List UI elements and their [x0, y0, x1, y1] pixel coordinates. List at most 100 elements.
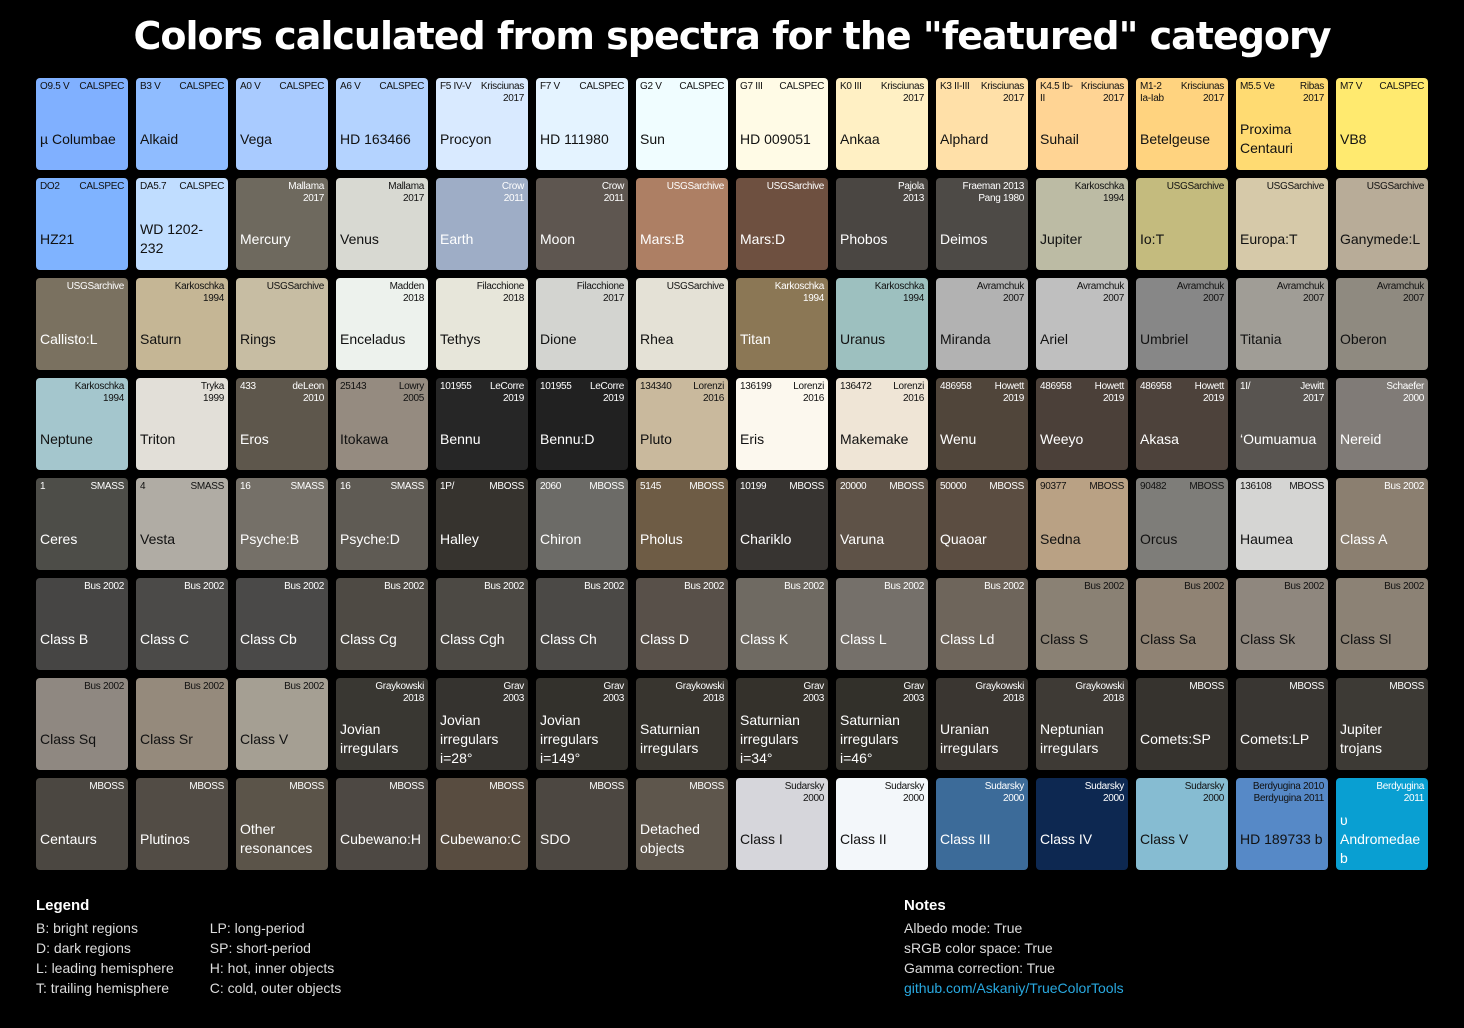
swatch-name: Io:T	[1140, 230, 1165, 247]
swatch-name: Saturnian irregulars i=46°	[840, 711, 900, 766]
swatch-name: Uranian irregulars	[940, 721, 999, 756]
color-swatch: G7 III CALSPEC HD 009051	[736, 78, 828, 170]
color-swatch: Bus 2002 Class Sq	[36, 678, 128, 770]
color-swatch: Filacchione 2018 Tethys	[436, 278, 528, 370]
notes-line: Albedo mode: True	[904, 920, 1023, 936]
swatch-source-label: CALSPEC	[579, 81, 624, 92]
color-swatch: Karkoschka 1994 Jupiter	[1036, 178, 1128, 270]
swatch-source-label: MBOSS	[89, 781, 124, 792]
swatch-name: Halley	[440, 530, 479, 547]
color-swatch: 136472 Lorenzi 2016 Makemake	[836, 378, 928, 470]
legend-item: L: leading hemisphere	[36, 960, 174, 976]
legend-title: Legend	[36, 897, 90, 914]
color-swatch: MBOSS SDO	[536, 778, 628, 870]
color-swatch: Bus 2002 Class S	[1036, 578, 1128, 670]
swatch-source-label: Graykowski 2018	[375, 681, 424, 704]
color-swatch: Graykowski 2018 Neptunian irregulars	[1036, 678, 1128, 770]
color-swatch: USGSarchive Io:T	[1136, 178, 1228, 270]
color-swatch: Bus 2002 Class Cb	[236, 578, 328, 670]
swatch-source-label: Madden 2018	[389, 281, 425, 304]
swatch-source-label: Crow 2011	[601, 181, 624, 204]
color-swatch: O9.5 V CALSPEC µ Columbae	[36, 78, 128, 170]
color-swatch: Bus 2002 Class Ch	[536, 578, 628, 670]
color-swatch: Graykowski 2018 Saturnian irregulars	[636, 678, 728, 770]
swatch-source-label: Karkoschka 1994	[774, 281, 825, 304]
swatch-name: Class K	[740, 630, 789, 647]
swatch-spectral-label: 136108	[1240, 481, 1272, 492]
swatch-source-label: Sudarsky 2000	[784, 781, 825, 804]
color-swatch: 1 SMASS Ceres	[36, 478, 128, 570]
swatch-source-label: Bus 2002	[684, 581, 724, 592]
swatch-name: Saturn	[140, 330, 182, 347]
color-swatch: B3 V CALSPEC Alkaid	[136, 78, 228, 170]
swatch-spectral-label: 1P/	[440, 481, 455, 492]
swatch-source-label: MBOSS	[289, 781, 324, 792]
color-swatch: 2060 MBOSS Chiron	[536, 478, 628, 570]
swatch-name: Uranus	[840, 330, 886, 347]
swatch-source-label: LeCorre 2019	[489, 381, 524, 404]
swatch-spectral-label: 90377	[1040, 481, 1067, 492]
swatch-name: Class Sa	[1140, 630, 1197, 647]
swatch-spectral-label: 10199	[740, 481, 767, 492]
swatch-name: Jovian irregulars i=28°	[440, 711, 499, 766]
color-swatch: G2 V CALSPEC Sun	[636, 78, 728, 170]
swatch-source-label: Avramchuk 2007	[1176, 281, 1224, 304]
color-swatch: Bus 2002 Class Sl	[1336, 578, 1428, 670]
swatch-spectral-label: M5.5 Ve	[1240, 81, 1275, 92]
swatch-name: Miranda	[940, 330, 991, 347]
swatch-source-label: Pajola 2013	[898, 181, 924, 204]
color-swatch: Karkoschka 1994 Titan	[736, 278, 828, 370]
legend-column-2: LP: long-period SP: short-period H: hot,…	[210, 918, 342, 998]
swatch-source-label: SMASS	[190, 481, 224, 492]
legend-item: B: bright regions	[36, 920, 138, 936]
swatch-source-label: Krisciunas 2017	[1180, 81, 1224, 104]
swatch-spectral-label: 50000	[940, 481, 967, 492]
color-swatch: MBOSS Jupiter trojans	[1336, 678, 1428, 770]
swatch-source-label: Sudarsky 2000	[984, 781, 1025, 804]
swatch-name: Titania	[1240, 330, 1282, 347]
swatch-name: Class Ch	[540, 630, 597, 647]
swatch-name: Class L	[840, 630, 887, 647]
swatch-name: Saturnian irregulars	[640, 721, 700, 756]
color-swatch: Avramchuk 2007 Titania	[1236, 278, 1328, 370]
color-swatch: Graykowski 2018 Uranian irregulars	[936, 678, 1028, 770]
swatch-source-label: MBOSS	[1389, 681, 1424, 692]
swatch-name: Procyon	[440, 130, 492, 147]
legend: Legend B: bright regions D: dark regions…	[36, 897, 341, 998]
repository-link[interactable]: github.com/Askaniy/TrueColorTools	[904, 980, 1124, 996]
color-swatch: USGSarchive Europa:T	[1236, 178, 1328, 270]
swatch-source-label: Jewitt 2017	[1300, 381, 1324, 404]
swatch-source-label: Bus 2002	[1284, 581, 1324, 592]
swatch-source-label: Sudarsky 2000	[884, 781, 925, 804]
swatch-source-label: Bus 2002	[84, 581, 124, 592]
swatch-source-label: SMASS	[290, 481, 324, 492]
swatch-spectral-label: 1I/	[1240, 381, 1251, 392]
color-swatch: M1-2 Ia-Iab Krisciunas 2017 Betelgeuse	[1136, 78, 1228, 170]
swatch-name: Bennu	[440, 430, 481, 447]
swatch-name: Proxima Centauri	[1240, 121, 1293, 156]
swatch-spectral-label: 1	[40, 481, 46, 492]
swatch-spectral-label: B3 V	[140, 81, 161, 92]
swatch-source-label: Avramchuk 2007	[976, 281, 1024, 304]
swatch-source-label: USGSarchive	[666, 181, 725, 192]
swatch-name: Neptunian irregulars	[1040, 721, 1104, 756]
color-swatch: Grav 2003 Jovian irregulars i=149°	[536, 678, 628, 770]
color-swatch: USGSarchive Rings	[236, 278, 328, 370]
swatch-name: Orcus	[1140, 530, 1178, 547]
color-swatch: 25143 Lowry 2005 Itokawa	[336, 378, 428, 470]
color-swatch: MBOSS Comets:SP	[1136, 678, 1228, 770]
color-swatch: Fraeman 2013 Pang 1980 Deimos	[936, 178, 1028, 270]
swatch-source-label: CALSPEC	[79, 81, 124, 92]
swatch-name: HD 009051	[740, 130, 811, 147]
swatch-name: Jupiter	[1040, 230, 1083, 247]
swatch-source-label: MBOSS	[689, 481, 724, 492]
swatch-name: Class Cb	[240, 630, 297, 647]
color-swatch: MBOSS Other resonances	[236, 778, 328, 870]
swatch-source-label: Bus 2002	[184, 581, 224, 592]
swatch-name: Ganymede:L	[1340, 230, 1421, 247]
swatch-source-label: Bus 2002	[384, 581, 424, 592]
swatch-name: HZ21	[40, 230, 75, 247]
swatch-source-label: deLeon 2010	[292, 381, 324, 404]
color-swatch: Bus 2002 Class C	[136, 578, 228, 670]
color-swatch: Grav 2003 Saturnian irregulars i=46°	[836, 678, 928, 770]
